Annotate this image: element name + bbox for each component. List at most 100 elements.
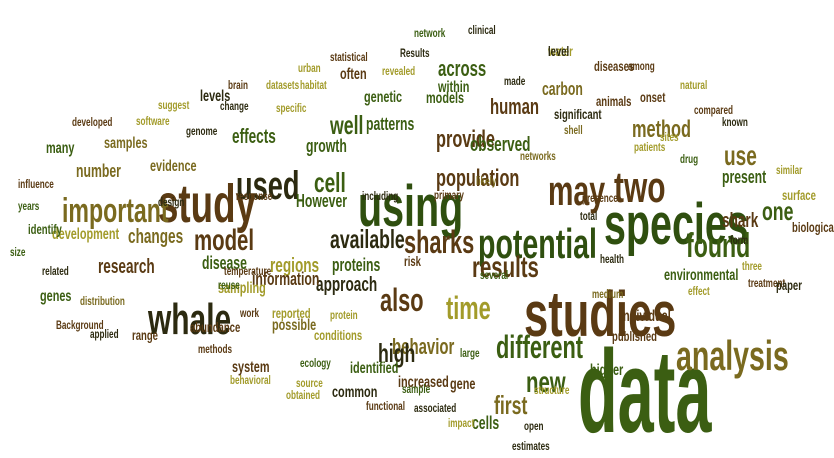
word-including: including xyxy=(362,189,399,203)
word-water: water xyxy=(548,43,573,59)
word-applied: applied xyxy=(90,327,119,341)
word-studies: studies xyxy=(524,278,677,350)
word-important: important xyxy=(62,192,169,230)
word-associated: associated xyxy=(414,401,457,415)
word-analysis: analysis xyxy=(676,332,789,379)
word-animals: animals xyxy=(596,93,632,109)
word-size: size xyxy=(10,245,26,259)
word-sample: sample xyxy=(402,382,431,396)
word-response: response xyxy=(236,189,273,203)
word-different: different xyxy=(496,329,584,365)
word-reported: reported xyxy=(272,305,311,321)
word-study: study xyxy=(158,174,256,234)
word-datasets: datasets xyxy=(266,78,300,92)
word-information: information xyxy=(252,269,320,289)
word-research: research xyxy=(98,256,155,278)
word-number: number xyxy=(76,161,121,181)
word-known: known xyxy=(722,115,748,129)
word-total: total xyxy=(580,209,598,223)
word-individual: individual xyxy=(620,308,671,325)
word-patients: patients xyxy=(634,140,666,154)
word-level: level xyxy=(548,43,570,59)
word-health: health xyxy=(600,252,625,266)
word-software: software xyxy=(136,114,170,128)
word-however: However xyxy=(296,191,348,211)
word-background: Background xyxy=(56,318,104,332)
word-sites: sites xyxy=(660,130,679,144)
word-sharks: sharks xyxy=(404,224,475,260)
word-networks: networks xyxy=(520,149,556,163)
word-genes: genes xyxy=(40,288,72,305)
word-many: many xyxy=(46,140,75,157)
word-evidence: evidence xyxy=(150,158,197,175)
word-reuse: reuse xyxy=(218,278,240,292)
word-two: two xyxy=(614,163,666,212)
word-method: method xyxy=(632,116,691,143)
word-likely: likely xyxy=(476,174,497,188)
word-levels: levels xyxy=(200,88,231,105)
word-range: range xyxy=(132,327,158,343)
word-high: high xyxy=(378,338,416,368)
word-shark: shark xyxy=(722,210,759,232)
word-disease: disease xyxy=(202,253,247,273)
word-used: used xyxy=(236,164,300,208)
word-primary: primary xyxy=(434,188,464,202)
word-development: development xyxy=(52,226,120,243)
word-growth: growth xyxy=(306,136,347,156)
word-use: use xyxy=(724,140,757,171)
word-temperature: temperature xyxy=(224,264,272,278)
word-compared: compared xyxy=(694,103,734,117)
word-across: across xyxy=(438,56,487,81)
word-proteins: proteins xyxy=(332,255,381,275)
word-suggest: suggest xyxy=(158,98,190,112)
word-large: large xyxy=(460,346,480,360)
word-medium: medium xyxy=(592,287,624,301)
word-clinical: clinical xyxy=(468,23,496,37)
word-genetic: genetic xyxy=(364,89,403,106)
word-cell: cell xyxy=(314,167,346,198)
word-risk: risk xyxy=(404,253,421,269)
word-source: source xyxy=(296,376,323,390)
word-behavioral: behavioral xyxy=(230,373,271,387)
word-drug: drug xyxy=(680,152,699,166)
word-impact: impact xyxy=(448,416,475,430)
word-network: network xyxy=(414,26,446,40)
word-possible: possible xyxy=(272,317,317,334)
word-results-2: Results xyxy=(400,46,430,60)
word-effect: effect xyxy=(688,284,710,298)
word-samples: samples xyxy=(104,135,148,152)
word-well: well xyxy=(330,110,364,140)
word-also: also xyxy=(380,282,424,318)
word-changes: changes xyxy=(128,226,184,248)
word-distribution: distribution xyxy=(80,294,125,308)
word-potential: potential xyxy=(478,220,597,267)
word-specific: specific xyxy=(276,101,307,115)
word-found: found xyxy=(686,227,751,265)
word-influence: influence xyxy=(18,177,54,191)
word-form: form xyxy=(730,233,749,247)
word-onset: onset xyxy=(640,89,666,105)
word-behavior: behavior xyxy=(392,334,455,359)
word-environmental: environmental xyxy=(664,267,739,284)
word-made: made xyxy=(504,74,526,88)
word-one: one xyxy=(762,196,794,226)
word-species: species xyxy=(604,192,749,257)
word-work: work xyxy=(240,306,260,320)
word-paper: paper xyxy=(776,277,802,293)
word-model: model xyxy=(194,224,255,257)
word-human: human xyxy=(490,94,540,119)
word-gene: gene xyxy=(450,376,476,393)
word-sampling: sampling xyxy=(218,280,266,297)
word-carbon: carbon xyxy=(542,79,583,99)
word-abundance: abundance xyxy=(190,319,241,335)
word-present: present xyxy=(722,167,767,187)
word-three: three xyxy=(742,259,762,273)
word-open: open xyxy=(524,419,544,433)
word-first: first xyxy=(494,390,528,420)
word-treatment: treatment xyxy=(748,276,786,290)
word-may: may xyxy=(548,167,606,214)
word-observed: observed xyxy=(470,134,531,156)
word-diseases: diseases xyxy=(594,58,635,74)
word-increased: increased xyxy=(398,374,449,391)
